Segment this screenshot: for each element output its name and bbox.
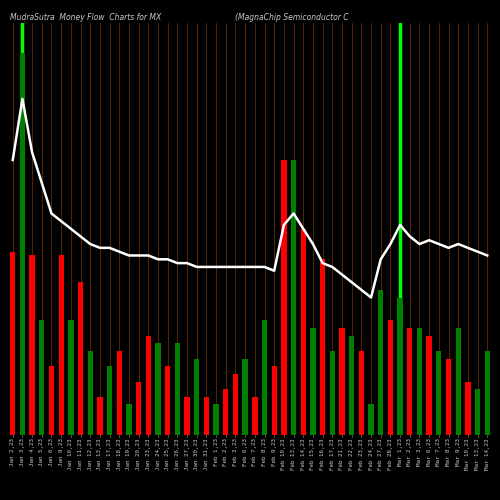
Bar bbox=[126, 404, 132, 435]
Text: (MagnaChip Semiconductor C: (MagnaChip Semiconductor C bbox=[235, 12, 348, 22]
Bar bbox=[49, 366, 54, 435]
Bar bbox=[174, 344, 180, 435]
Bar bbox=[116, 351, 122, 435]
Bar bbox=[146, 336, 151, 435]
Bar bbox=[291, 160, 296, 435]
Bar bbox=[223, 389, 228, 435]
Bar bbox=[456, 328, 461, 435]
Bar bbox=[165, 366, 170, 435]
Bar bbox=[426, 336, 432, 435]
Bar bbox=[194, 358, 200, 435]
Bar bbox=[446, 358, 451, 435]
Bar bbox=[475, 389, 480, 435]
Bar bbox=[58, 256, 64, 435]
Bar bbox=[378, 290, 384, 435]
Bar bbox=[184, 397, 190, 435]
Bar bbox=[388, 320, 393, 435]
Bar bbox=[320, 260, 326, 435]
Bar bbox=[156, 344, 160, 435]
Bar bbox=[330, 351, 335, 435]
Bar bbox=[20, 53, 25, 435]
Text: MudraSutra  Money Flow  Charts for MX: MudraSutra Money Flow Charts for MX bbox=[10, 12, 161, 22]
Bar bbox=[233, 374, 238, 435]
Bar bbox=[204, 397, 209, 435]
Bar bbox=[340, 328, 344, 435]
Bar bbox=[39, 320, 44, 435]
Bar bbox=[281, 160, 286, 435]
Bar bbox=[272, 366, 277, 435]
Bar bbox=[97, 397, 102, 435]
Bar bbox=[30, 256, 35, 435]
Bar bbox=[214, 404, 219, 435]
Bar bbox=[78, 282, 83, 435]
Bar bbox=[310, 328, 316, 435]
Bar bbox=[252, 397, 258, 435]
Bar bbox=[398, 298, 403, 435]
Bar bbox=[417, 328, 422, 435]
Bar bbox=[107, 366, 112, 435]
Bar bbox=[10, 252, 16, 435]
Bar bbox=[68, 320, 73, 435]
Bar bbox=[88, 351, 93, 435]
Bar bbox=[368, 404, 374, 435]
Bar bbox=[300, 229, 306, 435]
Bar bbox=[242, 358, 248, 435]
Bar bbox=[484, 351, 490, 435]
Bar bbox=[136, 382, 141, 435]
Bar bbox=[436, 351, 442, 435]
Bar bbox=[262, 320, 267, 435]
Bar bbox=[407, 328, 412, 435]
Bar bbox=[349, 336, 354, 435]
Bar bbox=[358, 351, 364, 435]
Bar bbox=[465, 382, 470, 435]
